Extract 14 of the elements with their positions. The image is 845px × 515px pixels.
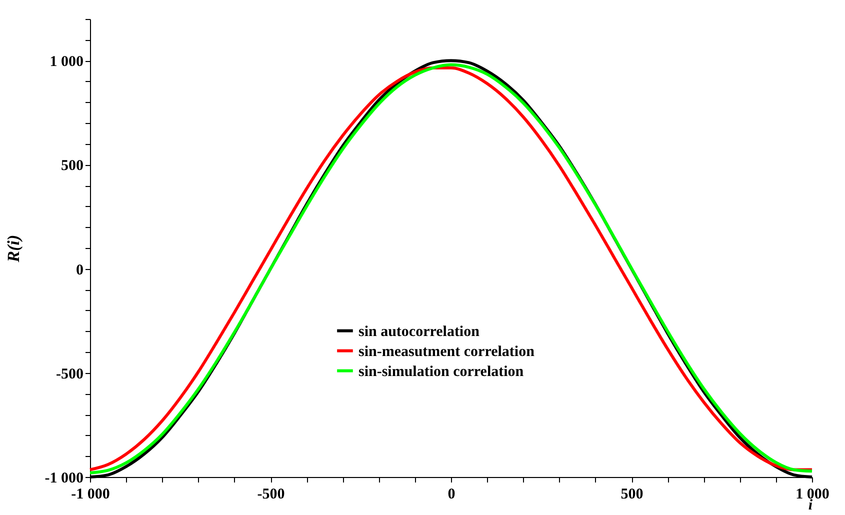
x-axis-title: i — [808, 498, 814, 514]
x-tick-label: -1 000 — [71, 486, 110, 502]
x-tick-label: 500 — [620, 486, 644, 502]
y-tick-label: 500 — [61, 158, 84, 174]
x-tick-label: -500 — [257, 486, 285, 502]
legend-label: sin autocorrelation — [358, 324, 480, 340]
x-tick-label: 0 — [448, 486, 456, 502]
y-tick-label: 1 000 — [50, 54, 84, 70]
y-axis-title: R(i) — [4, 234, 23, 264]
y-tick-label: -500 — [56, 366, 84, 382]
y-tick-label: -1 000 — [44, 470, 84, 486]
legend-label: sin-simulation correlation — [358, 364, 524, 380]
legend-label: sin-measutment correlation — [358, 344, 536, 360]
y-tick-label: 0 — [76, 262, 84, 278]
